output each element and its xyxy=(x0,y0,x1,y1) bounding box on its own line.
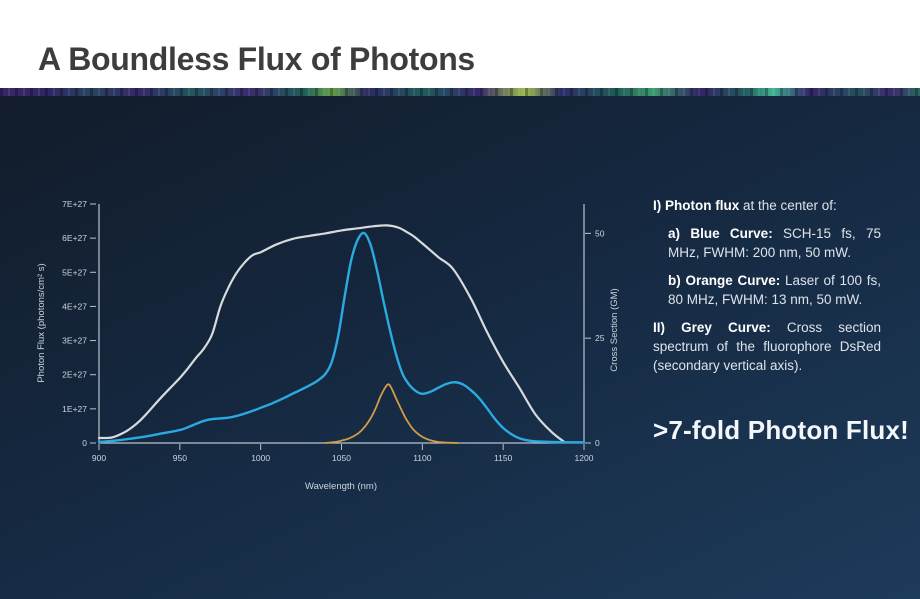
flux-highlight: >7-fold Photon Flux! xyxy=(653,415,910,445)
left-tick-label: 6E+27 xyxy=(62,233,87,243)
x-tick-label: 1150 xyxy=(494,453,513,463)
chart-axes xyxy=(98,204,585,444)
right-tick-label: 0 xyxy=(595,438,600,448)
notes-panel: I) Photon flux at the center of: a) Blue… xyxy=(653,196,910,446)
right-tick-label: 50 xyxy=(595,228,605,238)
note-prefix: a) Blue Curve: xyxy=(668,226,773,241)
note-item-orange-curve: b) Orange Curve: Laser of 100 fs, 80 MHz… xyxy=(668,271,881,309)
left-tick-label: 0 xyxy=(82,438,87,448)
note-item-grey-curve: II) Grey Curve: Cross section spectrum o… xyxy=(653,318,881,375)
note-item-blue-curve: a) Blue Curve: SCH-15 fs, 75 MHz, FWHM: … xyxy=(668,224,881,262)
x-tick-label: 950 xyxy=(173,453,187,463)
page-title: A Boundless Flux of Photons xyxy=(38,41,475,77)
x-tick-label: 1200 xyxy=(575,453,594,463)
note-text: SCH-15 fs, 75 MHz, FWHM: 200 nm, 50 mW. xyxy=(668,226,881,260)
note-item-photon-flux: I) Photon flux at the center of: xyxy=(653,196,881,215)
x-tick-label: 1100 xyxy=(413,453,432,463)
spectrogram-strip xyxy=(0,88,920,96)
curve-grey xyxy=(97,224,566,444)
left-tick-label: 1E+27 xyxy=(62,404,87,414)
left-axis-title: Photon Flux (photons/cm² s) xyxy=(36,263,47,382)
note-prefix: II) Grey Curve: xyxy=(653,320,771,335)
content-panel: 0 1E+27 2E+27 3E+27 4E+27 5E+27 6E+27 7E+27 900 9… xyxy=(0,96,920,599)
left-tick-label: 7E+27 xyxy=(62,199,87,209)
note-prefix: b) Orange Curve: xyxy=(668,273,781,288)
left-tick-label: 5E+27 xyxy=(62,267,87,277)
curve-blue xyxy=(97,231,586,444)
x-tick-label: 1050 xyxy=(332,453,351,463)
note-text: Cross section spectrum of the fluorophor… xyxy=(653,320,881,373)
left-tick-label: 4E+27 xyxy=(62,301,87,311)
x-tick-label: 1000 xyxy=(251,453,270,463)
curve-orange xyxy=(324,383,459,444)
note-text: at the center of: xyxy=(739,198,837,213)
right-tick-label: 25 xyxy=(595,333,605,343)
right-axis-title: Cross Section (GM) xyxy=(609,288,620,371)
left-tick-label: 2E+27 xyxy=(62,370,87,380)
x-tick-label: 900 xyxy=(92,453,106,463)
left-tick-label: 3E+27 xyxy=(62,336,87,346)
photon-flux-chart: 0 1E+27 2E+27 3E+27 4E+27 5E+27 6E+27 7E+27 900 9… xyxy=(36,199,620,492)
note-prefix: I) Photon flux xyxy=(653,198,740,213)
slide-header: A Boundless Flux of Photons xyxy=(0,0,920,88)
note-text: Laser of 100 fs, 80 MHz, FWHM: 13 nm, 50… xyxy=(668,273,881,307)
x-axis-title: Wavelength (nm) xyxy=(305,481,377,492)
